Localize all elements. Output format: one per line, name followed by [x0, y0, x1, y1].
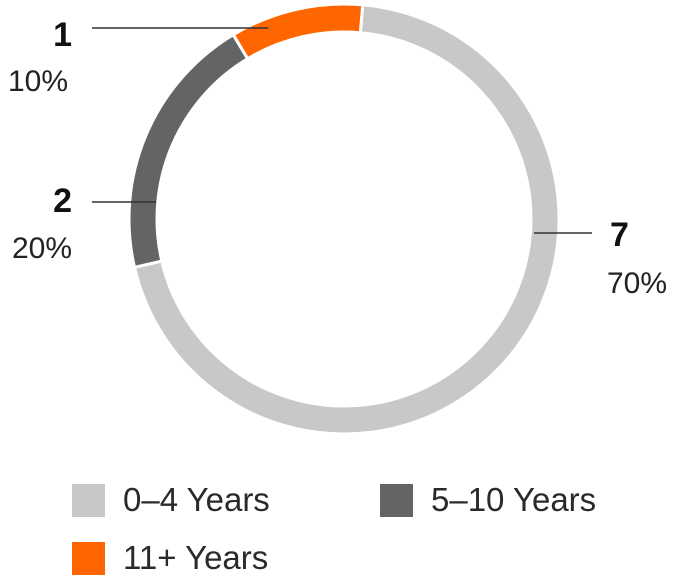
legend-item-11-plus-years: 11+ Years — [72, 536, 268, 580]
slice-labels: 7 70% 2 20% 1 10% — [8, 16, 667, 300]
legend-label-5-10-years: 5–10 Years — [431, 481, 597, 518]
legend-item-5-10-years: 5–10 Years — [380, 478, 596, 522]
slice-11-plus-years — [231, 2, 365, 61]
legend-label-11-plus-years: 11+ Years — [123, 539, 269, 576]
legend-label-0-4-years: 0–4 Years — [123, 481, 270, 518]
legend-item-0-4-years: 0–4 Years — [72, 478, 270, 522]
percent-label-0-4-years: 70% — [607, 267, 667, 300]
legend-swatch-0-4-years — [72, 483, 105, 517]
slice-5-10-years — [127, 32, 250, 270]
value-label-11-plus-years: 1 — [53, 16, 72, 54]
percent-label-11-plus-years: 10% — [8, 65, 68, 98]
legend-swatch-5-10-years — [380, 483, 413, 517]
slice-0-4-years — [132, 3, 561, 436]
value-label-5-10-years: 2 — [53, 182, 72, 220]
leader-lines — [92, 27, 592, 234]
legend-swatch-11-plus-years — [72, 541, 105, 575]
donut-slices — [127, 2, 561, 436]
donut-chart: 7 70% 2 20% 1 10% — [8, 2, 667, 436]
value-label-0-4-years: 7 — [610, 216, 629, 254]
legend: 0–4 Years 5–10 Years 11+ Years — [72, 478, 672, 576]
percent-label-5-10-years: 20% — [12, 232, 72, 265]
